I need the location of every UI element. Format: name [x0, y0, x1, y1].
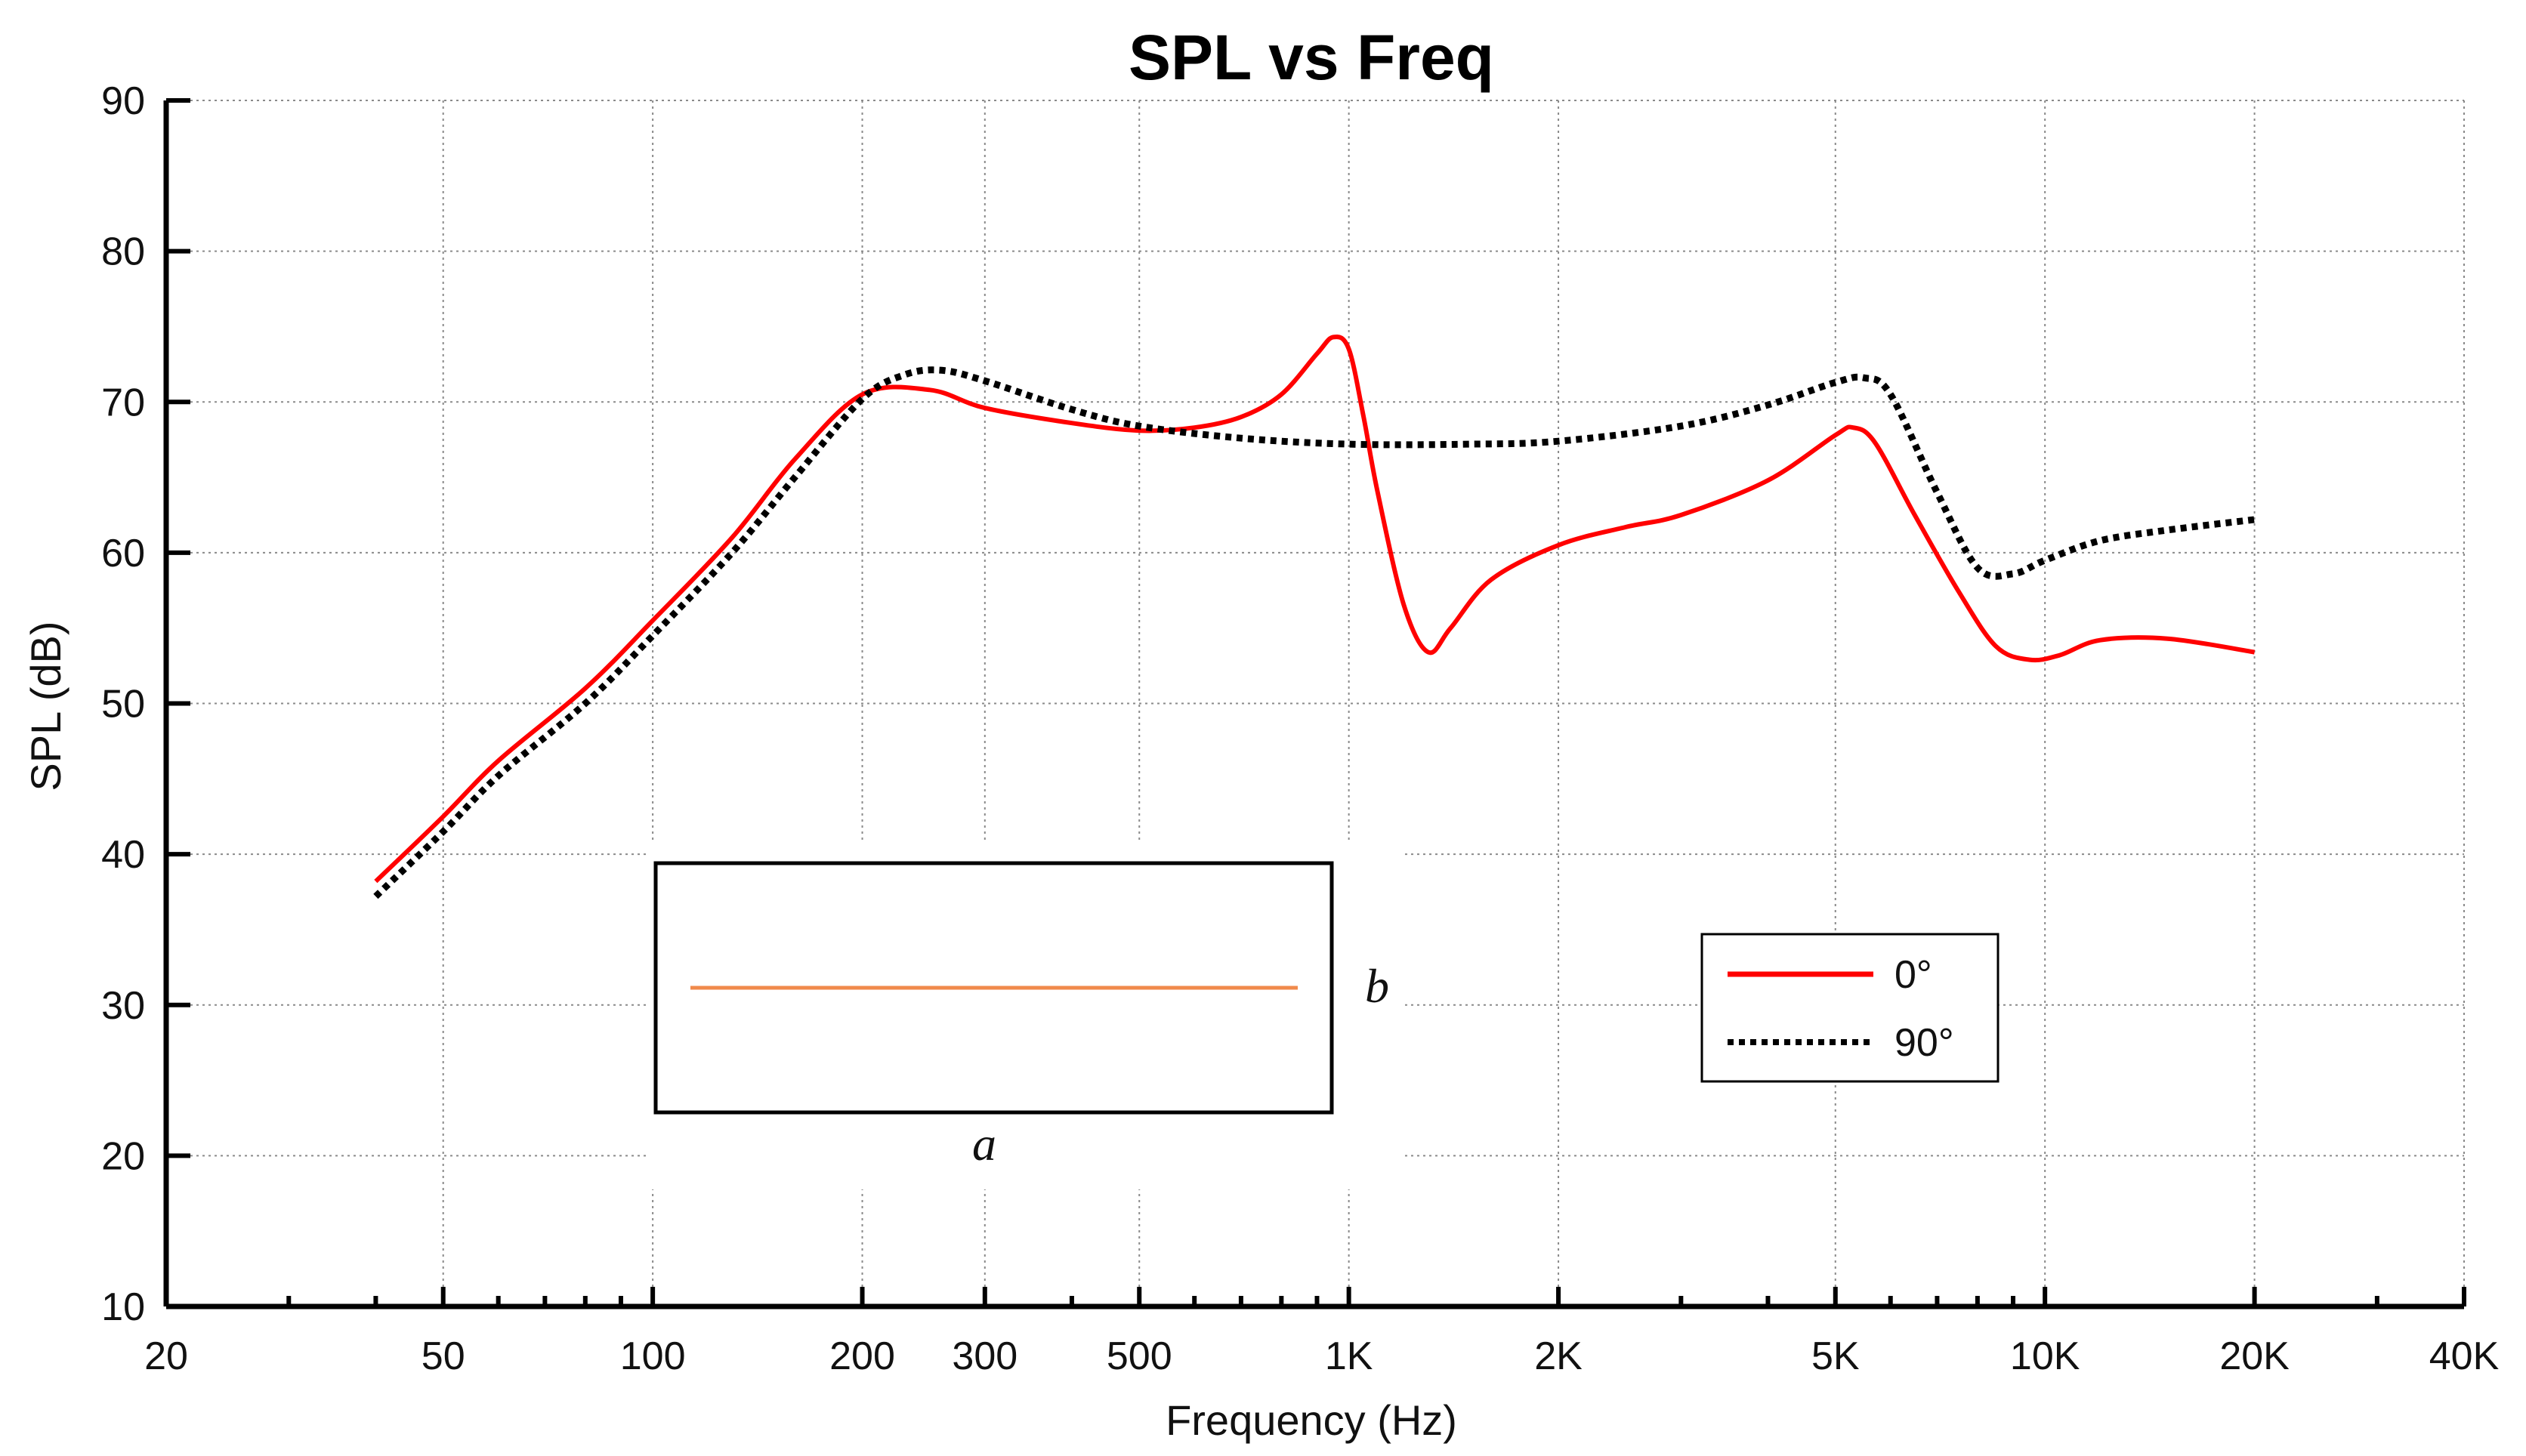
- y-tick-label: 80: [101, 230, 145, 274]
- x-tick-label: 1K: [1325, 1334, 1373, 1378]
- legend: 0° 90°: [1700, 933, 1999, 1083]
- series-line-0deg: [374, 334, 2256, 884]
- x-tick-label: 10K: [2010, 1334, 2080, 1378]
- series-layer: [373, 334, 2256, 899]
- y-tick-label: 90: [101, 79, 145, 123]
- chart-title: SPL vs Freq: [1129, 22, 1494, 93]
- inset-label-a: a: [972, 1117, 996, 1171]
- inset-label-b: b: [1365, 959, 1389, 1013]
- x-tick-label: 20K: [2219, 1334, 2290, 1378]
- x-tick-label: 2K: [1534, 1334, 1583, 1378]
- x-tick-label: 100: [620, 1334, 686, 1378]
- y-tick-label: 70: [101, 381, 145, 424]
- x-axis-title: Frequency (Hz): [1166, 1396, 1457, 1444]
- y-tick-label: 10: [101, 1285, 145, 1329]
- y-tick-label: 50: [101, 683, 145, 726]
- x-tick-label: 500: [1107, 1334, 1172, 1378]
- x-tick-label: 50: [422, 1334, 465, 1378]
- axes-layer: 20 50 100 200 300 500 1K 2K 5K 10K 20K 40K 10 20 30 40 5…: [101, 79, 2499, 1378]
- series-line-90deg: [373, 366, 2256, 899]
- y-axis-title: SPL (dB): [22, 621, 69, 791]
- y-tick-label: 60: [101, 532, 145, 575]
- legend-label-90deg: 90°: [1894, 1021, 1954, 1065]
- legend-box: [1700, 933, 1999, 1083]
- y-tick-label: 30: [101, 984, 145, 1028]
- x-tick-label: 200: [829, 1334, 895, 1378]
- x-tick-label: 5K: [1811, 1334, 1860, 1378]
- legend-label-0deg: 0°: [1894, 953, 1932, 997]
- y-tick-label: 40: [101, 833, 145, 877]
- x-tick-label: 20: [144, 1334, 188, 1378]
- x-tick-label: 40K: [2429, 1334, 2500, 1378]
- inset-diagram: b a: [646, 842, 1405, 1189]
- x-tick-label: 300: [952, 1334, 1018, 1378]
- y-tick-label: 20: [101, 1134, 145, 1178]
